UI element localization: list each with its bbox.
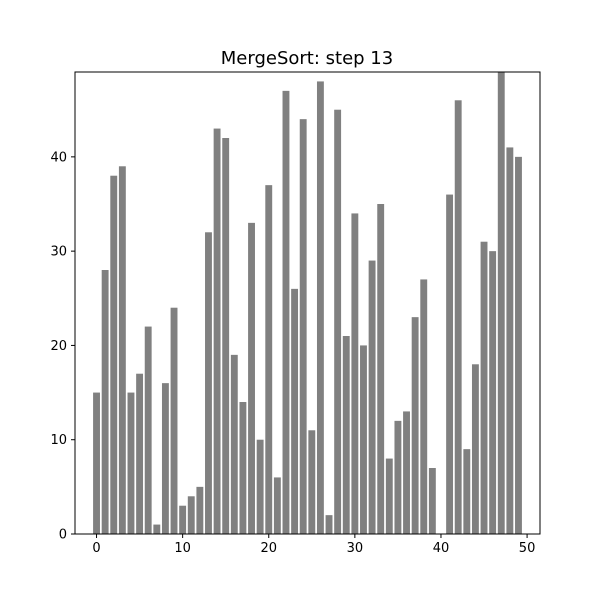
x-axis: 0 10 20 30 40 50 (92, 534, 535, 556)
bar-1 (101, 270, 109, 534)
bar-18 (248, 222, 255, 534)
bar-5 (136, 373, 144, 534)
y-tick-label-10: 10 (50, 433, 67, 448)
bar-16 (230, 354, 238, 534)
bar-38 (420, 279, 428, 534)
bar-44 (471, 364, 479, 534)
bar-36 (403, 411, 410, 534)
bar-0 (93, 392, 100, 534)
bar-46 (489, 251, 497, 534)
bar-42 (454, 100, 462, 535)
bar-22 (282, 90, 290, 534)
x-tick-label-0: 0 (92, 541, 100, 556)
bar-19 (256, 439, 264, 534)
y-tick-label-0: 0 (59, 528, 67, 543)
bar-33 (377, 204, 385, 534)
bar-17 (239, 402, 247, 534)
bar-7 (153, 524, 161, 534)
x-tick-label-20: 20 (260, 541, 277, 556)
plot-frame (74, 71, 541, 535)
bar-30 (351, 213, 359, 534)
x-tick-label-30: 30 (347, 541, 364, 556)
y-tick-label-40: 40 (50, 150, 67, 165)
bars-group (93, 72, 522, 535)
y-tick-label-30: 30 (50, 245, 67, 260)
bar-41 (446, 194, 454, 535)
bar-37 (411, 317, 419, 534)
y-axis: 0 10 20 30 40 (50, 150, 75, 543)
bar-24 (299, 119, 307, 535)
chart-title: MergeSort: step 13 (221, 48, 393, 69)
bar-15 (222, 138, 230, 534)
bar-9 (170, 307, 178, 534)
bar-28 (334, 109, 342, 534)
bar-49 (515, 156, 522, 534)
bar-26 (316, 81, 324, 534)
bar-2 (110, 175, 118, 534)
bar-29 (342, 336, 350, 534)
x-tick-label-50: 50 (519, 541, 536, 556)
bar-35 (394, 420, 402, 534)
y-tick-label-20: 20 (50, 339, 67, 354)
bar-4 (127, 392, 135, 534)
bar-23 (291, 288, 299, 534)
bar-11 (187, 496, 195, 534)
bar-12 (196, 486, 204, 534)
x-tick-label-10: 10 (174, 541, 191, 556)
bar-32 (368, 260, 376, 534)
bar-27 (325, 515, 333, 534)
bar-48 (506, 147, 514, 534)
bar-21 (273, 477, 281, 534)
bar-3 (118, 166, 126, 535)
bar-34 (385, 458, 393, 534)
bar-31 (360, 345, 367, 534)
bar-25 (308, 430, 316, 534)
bar-45 (480, 241, 488, 534)
bar-43 (463, 449, 471, 534)
bar-8 (161, 383, 169, 534)
bar-10 (179, 505, 187, 534)
bar-47 (497, 72, 505, 534)
bar-14 (213, 128, 221, 535)
bar-13 (205, 232, 212, 535)
bar-39 (428, 468, 436, 534)
x-tick-label-40: 40 (433, 541, 450, 556)
bar-20 (265, 185, 273, 534)
bar-6 (144, 326, 152, 534)
